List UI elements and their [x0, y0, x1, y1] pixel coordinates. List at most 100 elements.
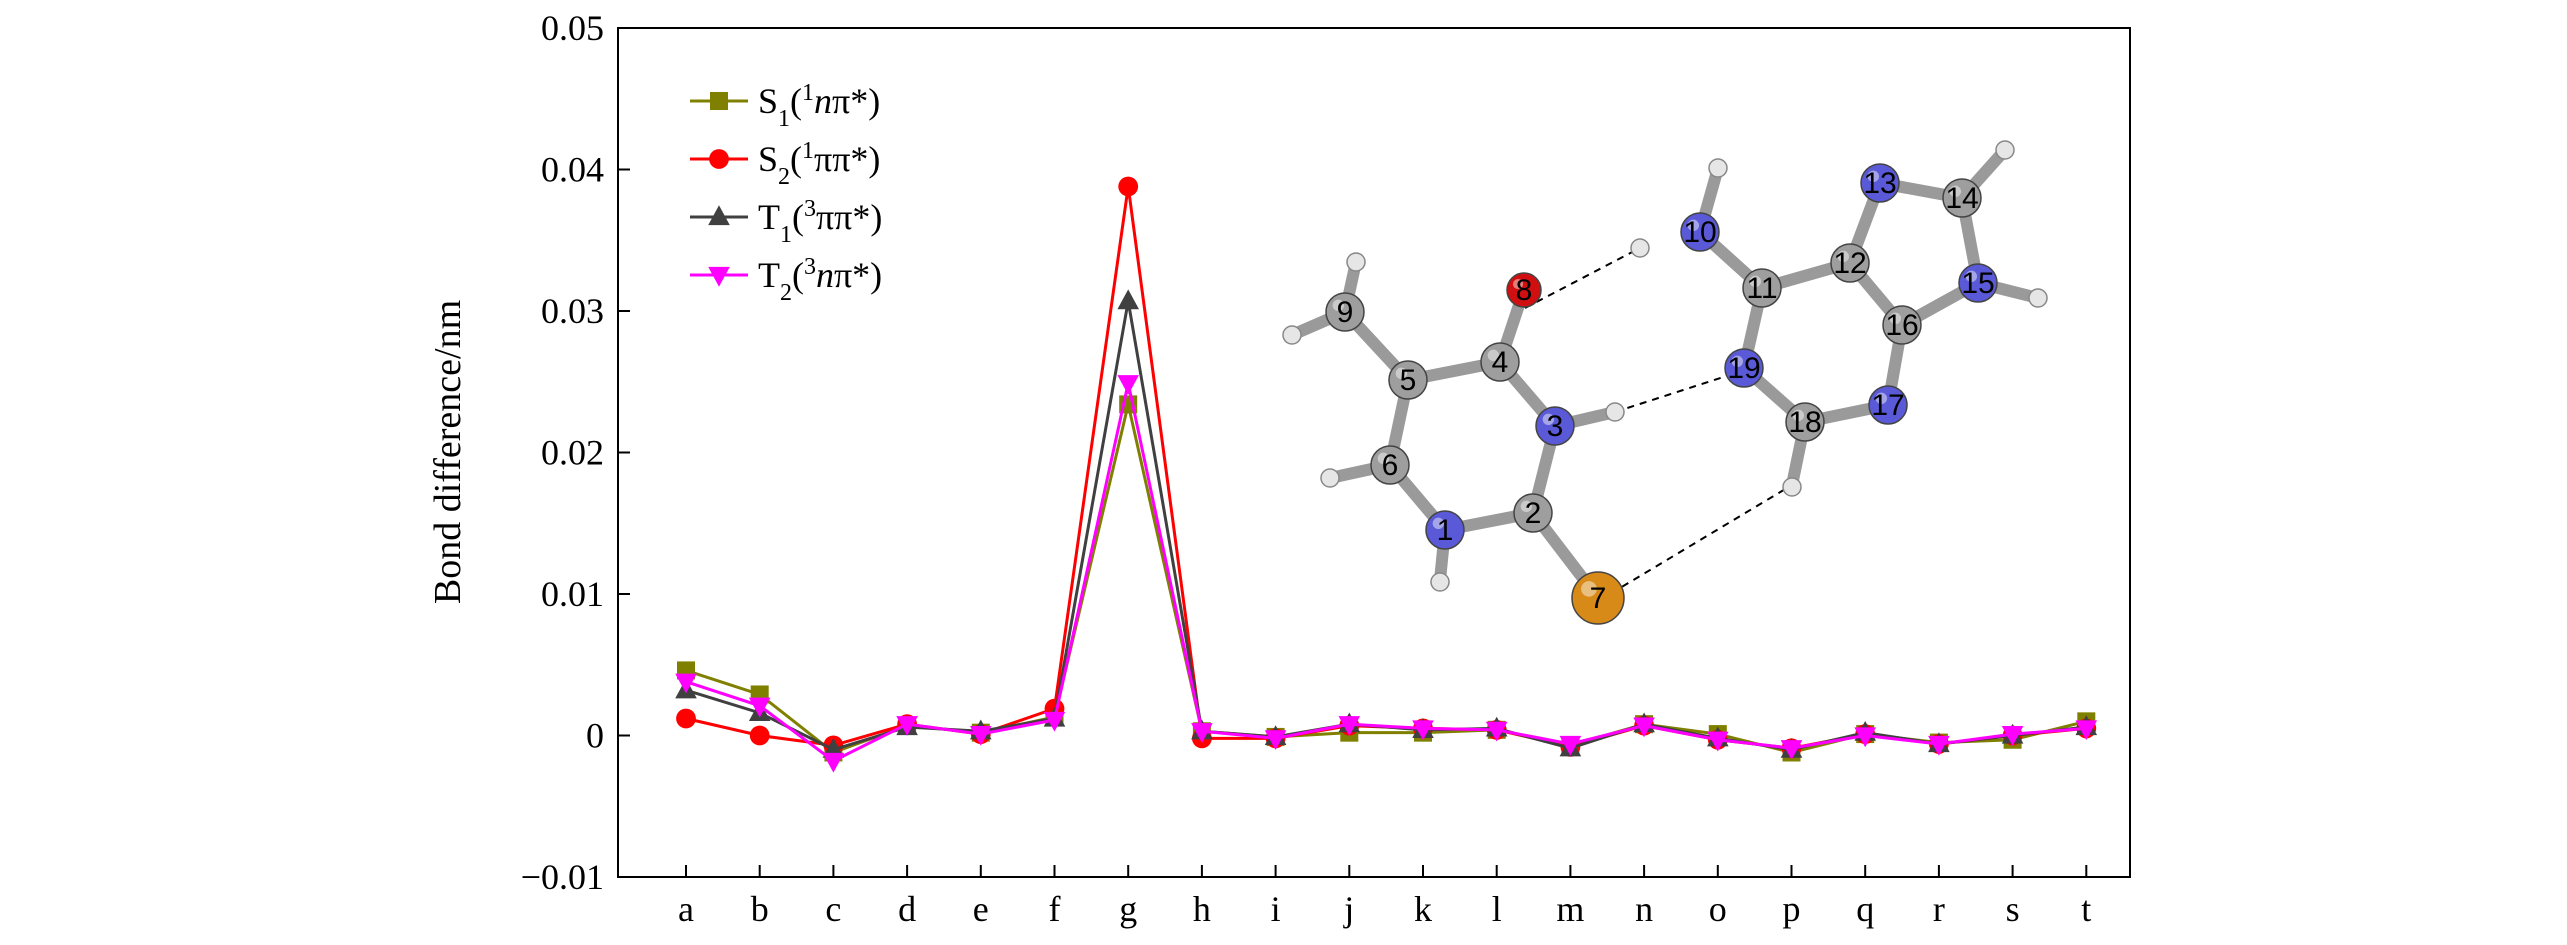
nitrogen-atom — [1868, 385, 1908, 425]
x-axis: a b c d e f g h i j k l m n o p q r s t — [678, 865, 2091, 929]
atom-highlight — [1395, 367, 1408, 380]
data-point — [1043, 711, 1066, 732]
atom-highlight — [1487, 349, 1500, 362]
atom-number-label: 2 — [1525, 497, 1542, 530]
x-tick-label: d — [898, 889, 916, 929]
atom-highlight — [1749, 275, 1762, 288]
atom-number-label: 14 — [1945, 182, 1978, 215]
x-tick-label: o — [1709, 889, 1727, 929]
hydrogen-bond — [1599, 484, 1793, 601]
x-tick-label: n — [1635, 889, 1653, 929]
atom-highlight — [1432, 517, 1445, 530]
legend-marker — [710, 92, 728, 110]
legend-item: T1(3ππ*) — [690, 196, 882, 248]
atom-highlight — [1542, 413, 1555, 426]
x-tick-label: r — [1933, 889, 1945, 929]
legend: S1(1nπ*) S2(1ππ*) T1(3ππ*) T2(3nπ*) — [690, 80, 882, 306]
x-tick-label: m — [1556, 889, 1584, 929]
x-tick-label: a — [678, 889, 694, 929]
y-tick-label: 0.05 — [541, 8, 604, 48]
data-point — [970, 725, 992, 746]
atom-number-label: 1 — [1437, 514, 1454, 547]
nitrogen-atom — [1724, 348, 1764, 388]
x-tick-label: p — [1783, 889, 1801, 929]
x-tick-label: c — [825, 889, 841, 929]
atom-number-label: 9 — [1337, 296, 1354, 329]
legend-label: S2(1ππ*) — [758, 138, 880, 190]
atom-highlight — [1377, 452, 1390, 465]
atom-number-label: 12 — [1833, 247, 1866, 280]
atom-number-label: 18 — [1788, 406, 1821, 439]
legend-item: T2(3nπ*) — [690, 254, 882, 306]
hydrogen-atom — [1995, 140, 2015, 160]
data-point — [822, 752, 845, 773]
y-tick-label: 0.04 — [541, 150, 604, 190]
y-tick-label: 0.03 — [541, 291, 604, 331]
y-tick-label: 0 — [586, 716, 604, 756]
x-tick-label: g — [1119, 889, 1137, 929]
data-point — [749, 725, 770, 746]
data-point — [1117, 289, 1139, 310]
hydrogen-atom — [1708, 158, 1728, 178]
nitrogen-atom — [1535, 406, 1575, 446]
x-tick-label: e — [973, 889, 989, 929]
nitrogen-atom — [1860, 163, 1900, 203]
atom-highlight — [1332, 299, 1345, 312]
y-axis-title: Bond difference/nm — [427, 300, 469, 604]
hydrogen-atom — [2028, 288, 2048, 308]
carbon-atom — [1388, 360, 1428, 400]
x-tick-label: h — [1193, 889, 1211, 929]
legend-label: S1(1nπ*) — [758, 80, 880, 132]
x-tick-label: f — [1049, 889, 1061, 929]
atom-number-label: 5 — [1400, 364, 1417, 397]
data-point — [1485, 721, 1508, 742]
data-point — [1191, 723, 1213, 743]
data-point — [676, 708, 696, 729]
data-point — [1412, 720, 1434, 741]
y-tick-label: 0.02 — [541, 433, 604, 473]
y-tick-label: −0.01 — [521, 857, 604, 897]
atom-highlight — [1520, 500, 1533, 513]
legend-marker — [708, 205, 730, 226]
atom-number-label: 19 — [1727, 352, 1760, 385]
atom-highlight — [1867, 170, 1880, 183]
data-point — [2075, 720, 2098, 741]
x-tick-label: k — [1414, 889, 1432, 929]
atom-number-label: 17 — [1871, 389, 1904, 422]
legend-item: S1(1nπ*) — [690, 80, 880, 132]
hydrogen-bond — [1614, 370, 1743, 413]
data-point — [1559, 735, 1582, 756]
y-axis: −0.01 0 0.01 0.02 0.03 0.04 0.05 — [521, 8, 630, 897]
data-point — [1117, 375, 1139, 395]
hydrogen-atom — [1605, 402, 1625, 422]
carbon-atom — [1370, 445, 1410, 485]
atom-highlight — [1687, 219, 1700, 232]
nitrogen-atom — [1958, 263, 1998, 303]
atom-number-label: 8 — [1516, 274, 1533, 307]
sulfur-atom — [1571, 571, 1625, 625]
x-tick-label: t — [2081, 889, 2091, 929]
nitrogen-atom — [1680, 212, 1720, 252]
hydrogen-atom — [1630, 238, 1650, 258]
y-tick-label: 0.01 — [541, 574, 604, 614]
oxygen-atom — [1506, 272, 1542, 308]
atom-number-label: 7 — [1590, 582, 1607, 615]
carbon-atom — [1480, 342, 1520, 382]
legend-label: T1(3ππ*) — [758, 196, 882, 248]
nitrogen-atom — [1425, 510, 1465, 550]
legend-item: S2(1ππ*) — [690, 138, 880, 190]
data-point — [675, 673, 697, 694]
carbon-atom — [1742, 268, 1782, 308]
data-point — [1264, 730, 1287, 751]
x-tick-label: s — [2006, 889, 2020, 929]
data-point — [896, 716, 918, 736]
data-point — [1633, 717, 1655, 738]
atom-highlight — [1581, 581, 1597, 597]
atom-highlight — [1731, 355, 1744, 368]
series-layer — [675, 176, 2098, 773]
carbon-atom — [1325, 292, 1365, 332]
atom-number-label: 13 — [1863, 167, 1896, 200]
carbon-atom — [1830, 243, 1870, 283]
data-point — [2001, 725, 2024, 746]
